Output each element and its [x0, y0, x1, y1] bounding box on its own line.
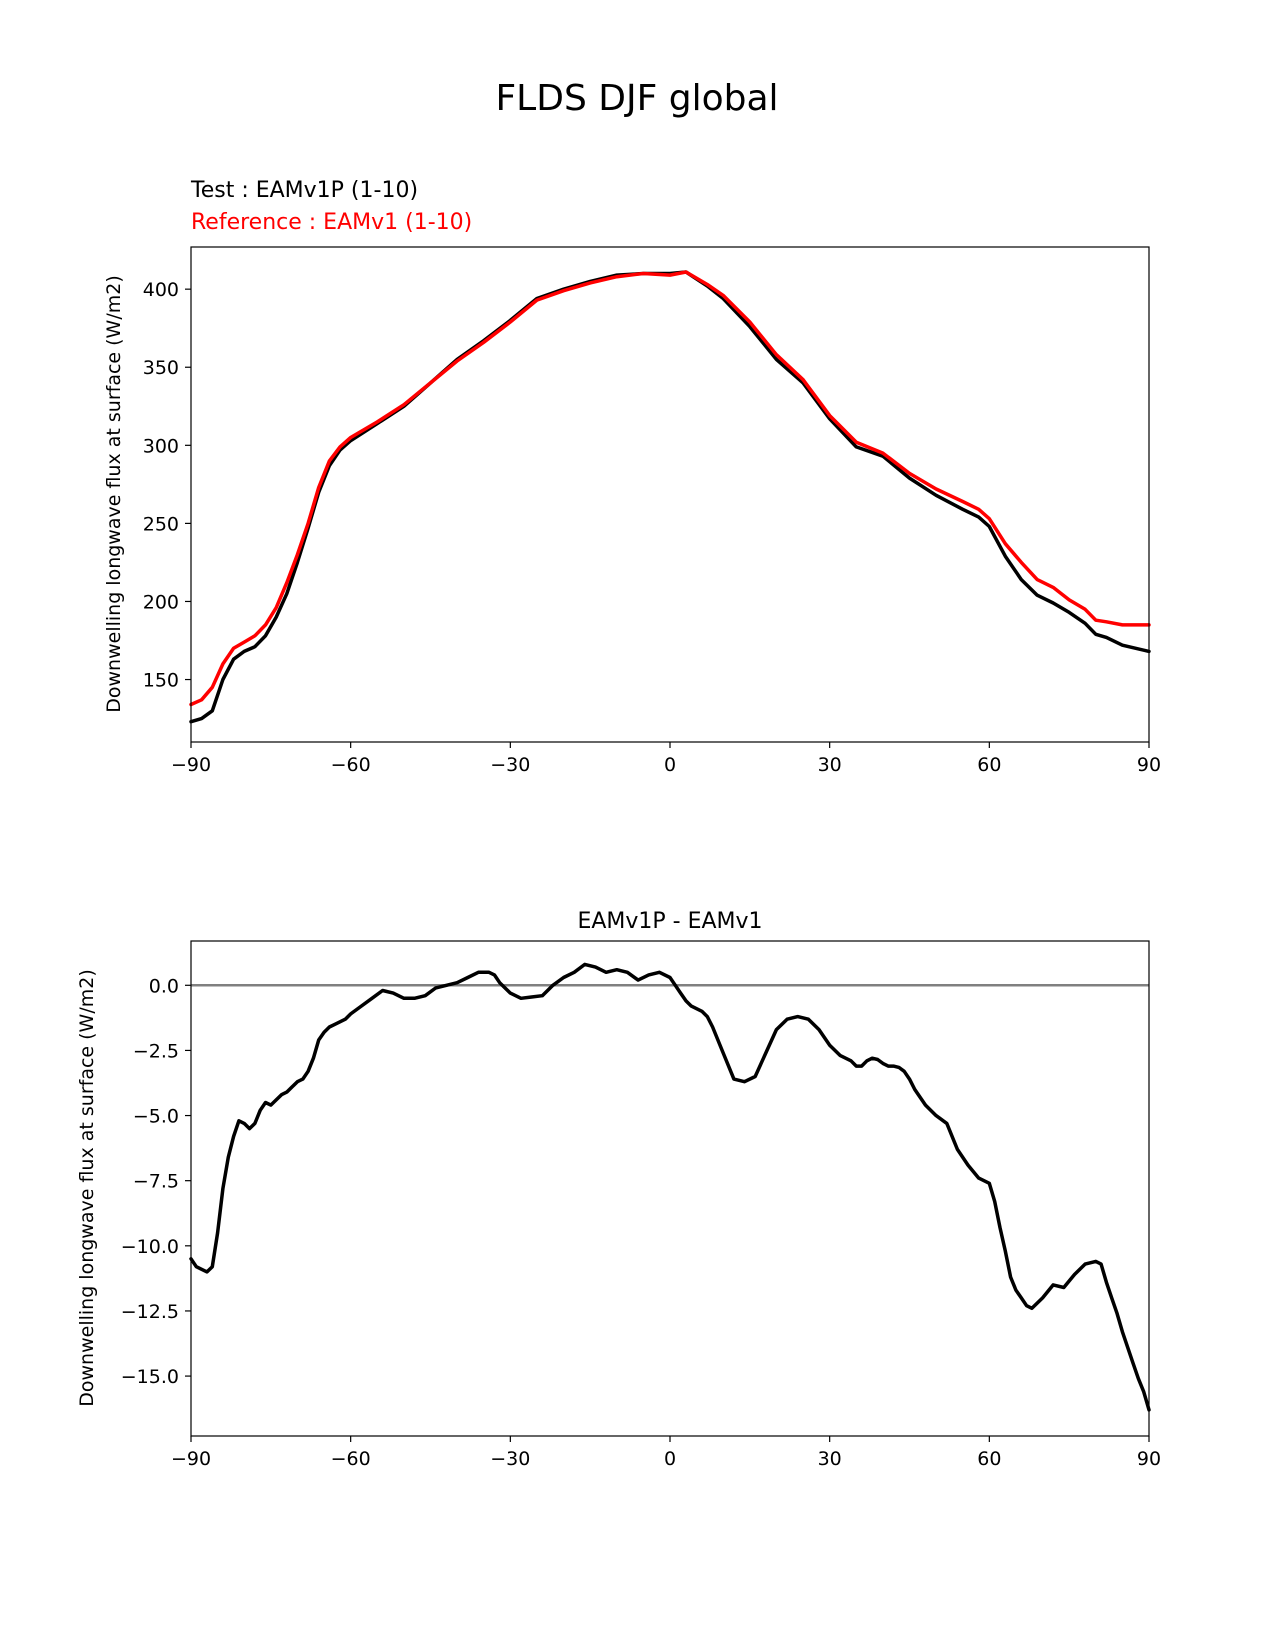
top-xtick-label: −30	[490, 754, 530, 776]
top-xtick-label: −90	[171, 754, 211, 776]
top-ytick-label: 350	[143, 357, 179, 379]
test-legend-label: Test : EAMv1P (1-10)	[190, 178, 418, 203]
bottom-ytick-label: −15.0	[121, 1366, 179, 1388]
bottom-ytick-label: −2.5	[133, 1040, 179, 1062]
top-ytick-label: 300	[143, 435, 179, 457]
top-chart-series	[189, 270, 1151, 724]
bottom-xtick-label: −90	[171, 1448, 211, 1470]
top-test-series-line	[189, 270, 1151, 724]
bottom-test-series-line	[189, 962, 1151, 1412]
top-xtick-label: 0	[664, 754, 676, 776]
top-xtick-label: −60	[331, 754, 371, 776]
bottom-xtick-label: 90	[1137, 1448, 1161, 1470]
top-chart-panel: Test : EAMv1P (1-10) Reference : EAMv1 (…	[103, 178, 1161, 776]
reference-legend-label: Reference : EAMv1 (1-10)	[191, 210, 472, 235]
bottom-ytick-label: 0.0	[149, 975, 179, 997]
bottom-xtick-label: −30	[490, 1448, 530, 1470]
bottom-xtick-label: 0	[664, 1448, 676, 1470]
bottom-chart-title: EAMv1P - EAMv1	[577, 909, 762, 934]
top-xtick-label: 90	[1137, 754, 1161, 776]
bottom-ytick-label: −12.5	[121, 1301, 179, 1323]
top-ytick-label: 200	[143, 591, 179, 613]
bottom-chart-series	[189, 962, 1151, 1412]
top-chart-frame	[190, 246, 1150, 743]
bottom-xtick-label: −60	[331, 1448, 371, 1470]
bottom-ytick-label: −10.0	[121, 1236, 179, 1258]
top-ytick-label: 400	[143, 279, 179, 301]
figure-title: FLDS DJF global	[495, 78, 778, 119]
bottom-chart-ticks: −90 −60 −30 0 30 60 90 0.0 −2.5 −5.0 −7.5 −10.0 −12.…	[121, 975, 1161, 1470]
bottom-xtick-label: 30	[818, 1448, 842, 1470]
bottom-chart-ylabel: Downwelling longwave flux at surface (W/…	[76, 969, 98, 1407]
bottom-xtick-label: 60	[977, 1448, 1001, 1470]
bottom-chart-panel: EAMv1P - EAMv1 −90 −60 −30 0 30 60 90 0.0 −2.5 −5…	[76, 909, 1161, 1470]
top-ytick-label: 150	[143, 670, 179, 692]
bottom-ytick-label: −7.5	[133, 1171, 179, 1193]
bottom-chart-frame	[190, 940, 1150, 1437]
top-xtick-label: 60	[977, 754, 1001, 776]
top-reference-series-line	[189, 270, 1151, 707]
bottom-ytick-label: −5.0	[133, 1106, 179, 1128]
top-chart-ticks: −90 −60 −30 0 30 60 90 150 200 250 300 350 400	[143, 279, 1161, 776]
top-chart-ylabel: Downwelling longwave flux at surface (W/…	[103, 275, 125, 713]
top-xtick-label: 30	[818, 754, 842, 776]
top-ytick-label: 250	[143, 513, 179, 535]
